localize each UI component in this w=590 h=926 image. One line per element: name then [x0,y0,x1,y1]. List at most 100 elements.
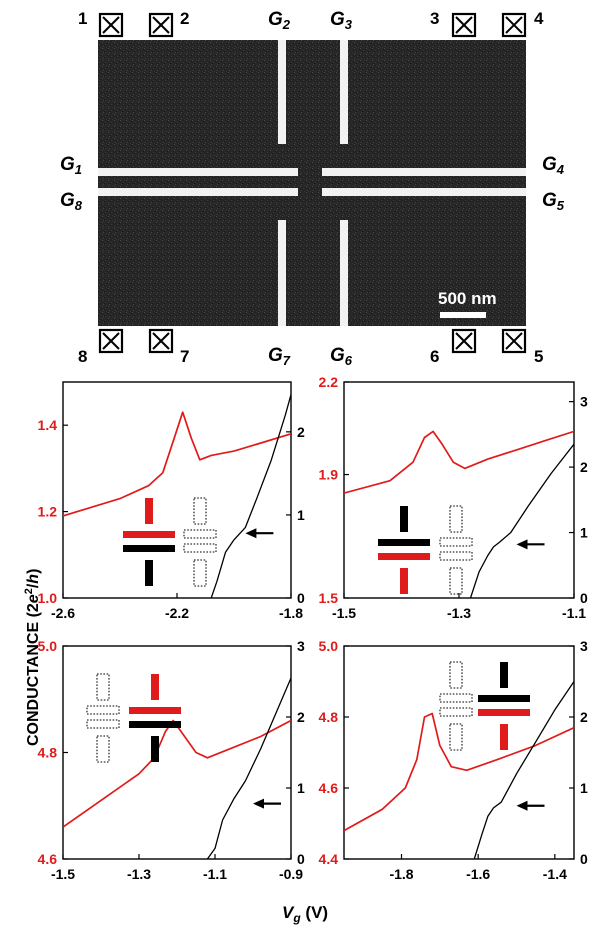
gate-finger-g8 [98,188,298,196]
inset-gate-bar [400,506,408,532]
scale-bar [440,312,486,318]
gate-label-g1: G1 [60,154,82,177]
gate-finger-g6 [340,220,348,326]
gate-inset-schematic [478,662,530,750]
x-tick-label: -1.8 [389,866,413,882]
y-right-tick-label: 1 [580,525,588,541]
x-tick-label: -2.2 [165,605,189,621]
x-tick-label: -1.5 [332,605,356,621]
inset-dotted-gate [86,719,120,729]
inset-gate-bar [378,539,430,546]
gate-finger-g1 [98,168,298,176]
inset-gate-bar [151,736,159,762]
y-right-tick-label: 1 [297,507,305,523]
y-right-tick-label: 2 [297,709,305,725]
x-axis-label: Vg (V) [282,903,328,925]
gate-inset-schematic [183,497,217,587]
x-tick-label: -1.1 [562,605,586,621]
inset-dotted-gate [193,559,207,587]
plot-frame [62,381,292,599]
arrow-head [245,528,257,539]
contact-pad [148,12,174,38]
y-left-tick-label: 1.4 [38,417,58,433]
y-right-tick-label: 2 [297,424,305,440]
terminal-1: 1 [78,9,87,28]
gate-labels: G2 G3 G1 G8 G4 G5 G7 G6 [60,9,565,368]
terminal-3: 3 [430,9,439,28]
x-tick-label: -1.1 [203,866,227,882]
inset-gate-bar [400,568,408,594]
series-line-red [63,411,291,517]
terminal-2: 2 [180,9,189,28]
inset-dotted-gate [449,505,463,533]
pad-cross [152,332,170,350]
chart-panel-bottom-left: -1.5 -1.3 -1.1 -0.9 4.6 4.8 5.0 0 1 2 3 [38,638,305,882]
conductance-panels: -2.6 -2.2 -1.8 1.0 1.2 1.4 0 1 2 -1.5 -1.3 -1.1 1.5 1… [38,374,588,882]
y-right-tick-label: 3 [580,638,588,654]
y-left-tick-label: 4.6 [38,851,58,867]
arrow-head [253,798,264,809]
y-right-tick-label: 0 [297,590,305,606]
terminal-6: 6 [430,347,439,366]
series-line-black [469,443,574,598]
pad-cross [455,332,473,350]
inset-dotted-gate [183,543,217,553]
gate-finger-g7 [278,220,286,326]
series-line-red [344,430,574,494]
gate-inset-schematic [439,661,473,751]
gate-inset-schematic [129,674,181,762]
x-tick-label: -1.4 [543,866,567,882]
inset-gate-bar [151,674,159,700]
plot-frame [62,645,292,860]
contact-pads [98,12,527,354]
gate-label-g6: G6 [330,345,353,368]
y-left-tick-label: 2.2 [319,374,339,390]
y-right-tick-label: 0 [580,851,588,867]
gate-finger-g4 [322,168,526,176]
pad-cross [505,16,523,34]
inset-dotted-gate [449,567,463,595]
y-right-tick-label: 3 [580,394,588,410]
gate-inset-schematic [439,505,473,595]
inset-dotted-gate [439,537,473,547]
inset-dotted-gate [449,661,463,689]
terminal-5: 5 [534,347,543,366]
y-axis-label: CONDUCTANCE (2e2/h) [23,569,42,746]
gate-inset-schematic [86,673,120,763]
inset-gate-bar [478,709,530,716]
y-right-tick-label: 1 [297,780,305,796]
y-left-tick-label: 4.8 [319,709,339,725]
chart-panel-top-left: -2.6 -2.2 -1.8 1.0 1.2 1.4 0 1 2 [38,381,305,621]
y-left-tick-label: 1.5 [319,590,339,606]
terminal-labels: 1 2 3 4 8 7 6 5 [78,9,544,366]
sem-micrograph: 500 nm [98,40,526,326]
inset-gate-bar [129,707,181,714]
x-tick-label: -1.8 [279,605,303,621]
pad-cross [102,16,120,34]
inset-dotted-gate [439,707,473,717]
terminal-8: 8 [78,347,87,366]
y-right-tick-label: 0 [297,851,305,867]
contact-pad [501,328,527,354]
series-line-black [210,394,291,598]
y-left-tick-label: 5.0 [319,638,339,654]
gate-finger-g2 [278,40,286,144]
inset-gate-bar [123,531,175,538]
x-tick-label: -1.6 [466,866,490,882]
y-right-tick-label: 3 [297,638,305,654]
inset-dotted-gate [86,705,120,715]
gate-label-g5: G5 [542,190,565,213]
micrograph-background [98,40,526,326]
inset-gate-bar [378,553,430,560]
inset-gate-bar [123,545,175,552]
gate-label-g7: G7 [268,345,291,368]
contact-pad [98,12,124,38]
inset-dotted-gate [193,497,207,525]
x-tick-label: -1.3 [127,866,151,882]
y-right-tick-label: 0 [580,590,588,606]
inset-gate-bar [478,695,530,702]
gate-inset-schematic [378,506,430,594]
contact-pad [98,328,124,354]
inset-gate-bar [129,721,181,728]
